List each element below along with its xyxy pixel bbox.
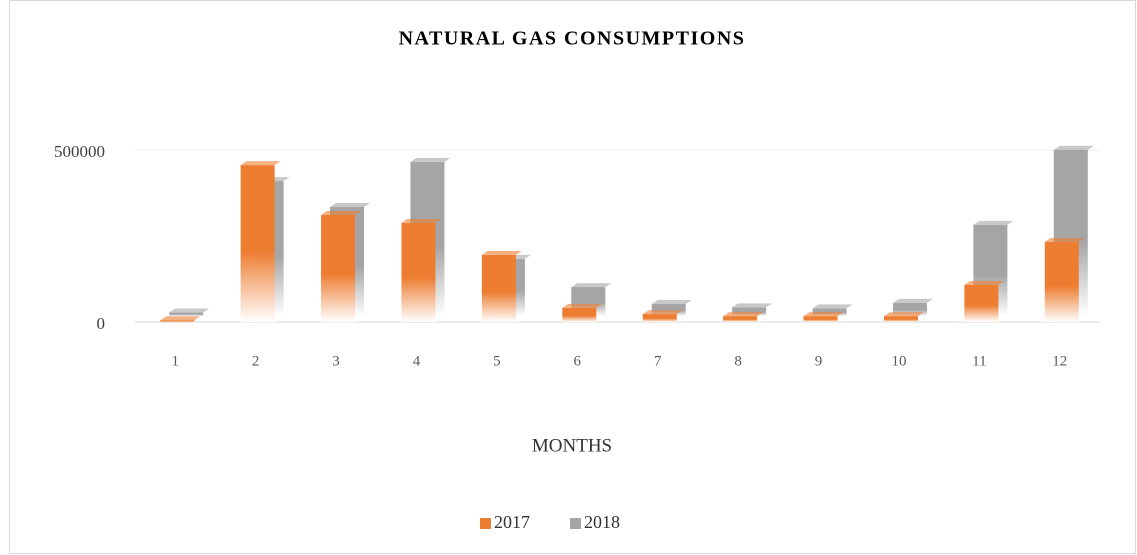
- x-tick-label: 5: [493, 353, 501, 369]
- legend-label: 2018: [584, 512, 620, 532]
- x-tick-label: 10: [891, 353, 906, 369]
- x-tick-label: 1: [171, 353, 179, 369]
- bar: [964, 284, 999, 322]
- legend-swatch: [480, 518, 491, 529]
- x-axis-title: MONTHS: [532, 435, 612, 456]
- bar-top: [410, 157, 451, 162]
- bar-top: [723, 312, 764, 317]
- legend-label: 2017: [494, 512, 530, 532]
- bar: [481, 254, 516, 322]
- bar-top: [160, 316, 201, 321]
- bar-top: [642, 310, 683, 315]
- bar-top: [812, 304, 853, 309]
- y-tick-label: 0: [97, 314, 106, 333]
- bar: [732, 307, 767, 316]
- bar: [169, 312, 204, 316]
- bar-top: [1044, 237, 1085, 242]
- bar-top: [481, 250, 522, 255]
- bar: [1044, 241, 1079, 322]
- bar: [803, 316, 838, 322]
- y-tick-label: 500000: [54, 142, 105, 161]
- x-tick-label: 4: [413, 353, 421, 369]
- x-tick-label: 3: [332, 353, 340, 369]
- x-tick-label: 11: [972, 353, 986, 369]
- bar-top: [803, 312, 844, 317]
- x-tick-label: 8: [734, 353, 742, 369]
- bar-top: [330, 202, 371, 207]
- bar-top: [401, 218, 442, 223]
- bar-top: [562, 303, 603, 308]
- bar-top: [892, 298, 933, 303]
- x-tick-label: 7: [654, 353, 662, 369]
- bar-top: [964, 280, 1005, 285]
- bar: [723, 316, 758, 322]
- bar-top: [321, 211, 362, 216]
- bar: [160, 320, 195, 322]
- x-tick-label: 12: [1052, 353, 1067, 369]
- x-tick-label: 2: [252, 353, 260, 369]
- bar: [401, 222, 436, 322]
- bar-top: [973, 220, 1014, 225]
- chart-title: NATURAL GAS CONSUMPTIONS: [399, 28, 746, 50]
- bar: [562, 307, 597, 322]
- bar-top: [240, 161, 281, 166]
- bar: [240, 165, 275, 322]
- x-tick-label: 6: [574, 353, 582, 369]
- legend-swatch: [570, 518, 581, 529]
- bar-top: [883, 312, 924, 317]
- bar-top: [651, 299, 692, 304]
- bar: [321, 215, 356, 322]
- bar-top: [732, 303, 773, 308]
- x-tick-label: 9: [815, 353, 823, 369]
- chart-border: [9, 0, 1136, 554]
- bar-top: [1053, 145, 1094, 150]
- bar: [642, 314, 677, 322]
- bar: [883, 316, 918, 322]
- bar-top: [571, 283, 612, 288]
- bar-top: [169, 308, 210, 313]
